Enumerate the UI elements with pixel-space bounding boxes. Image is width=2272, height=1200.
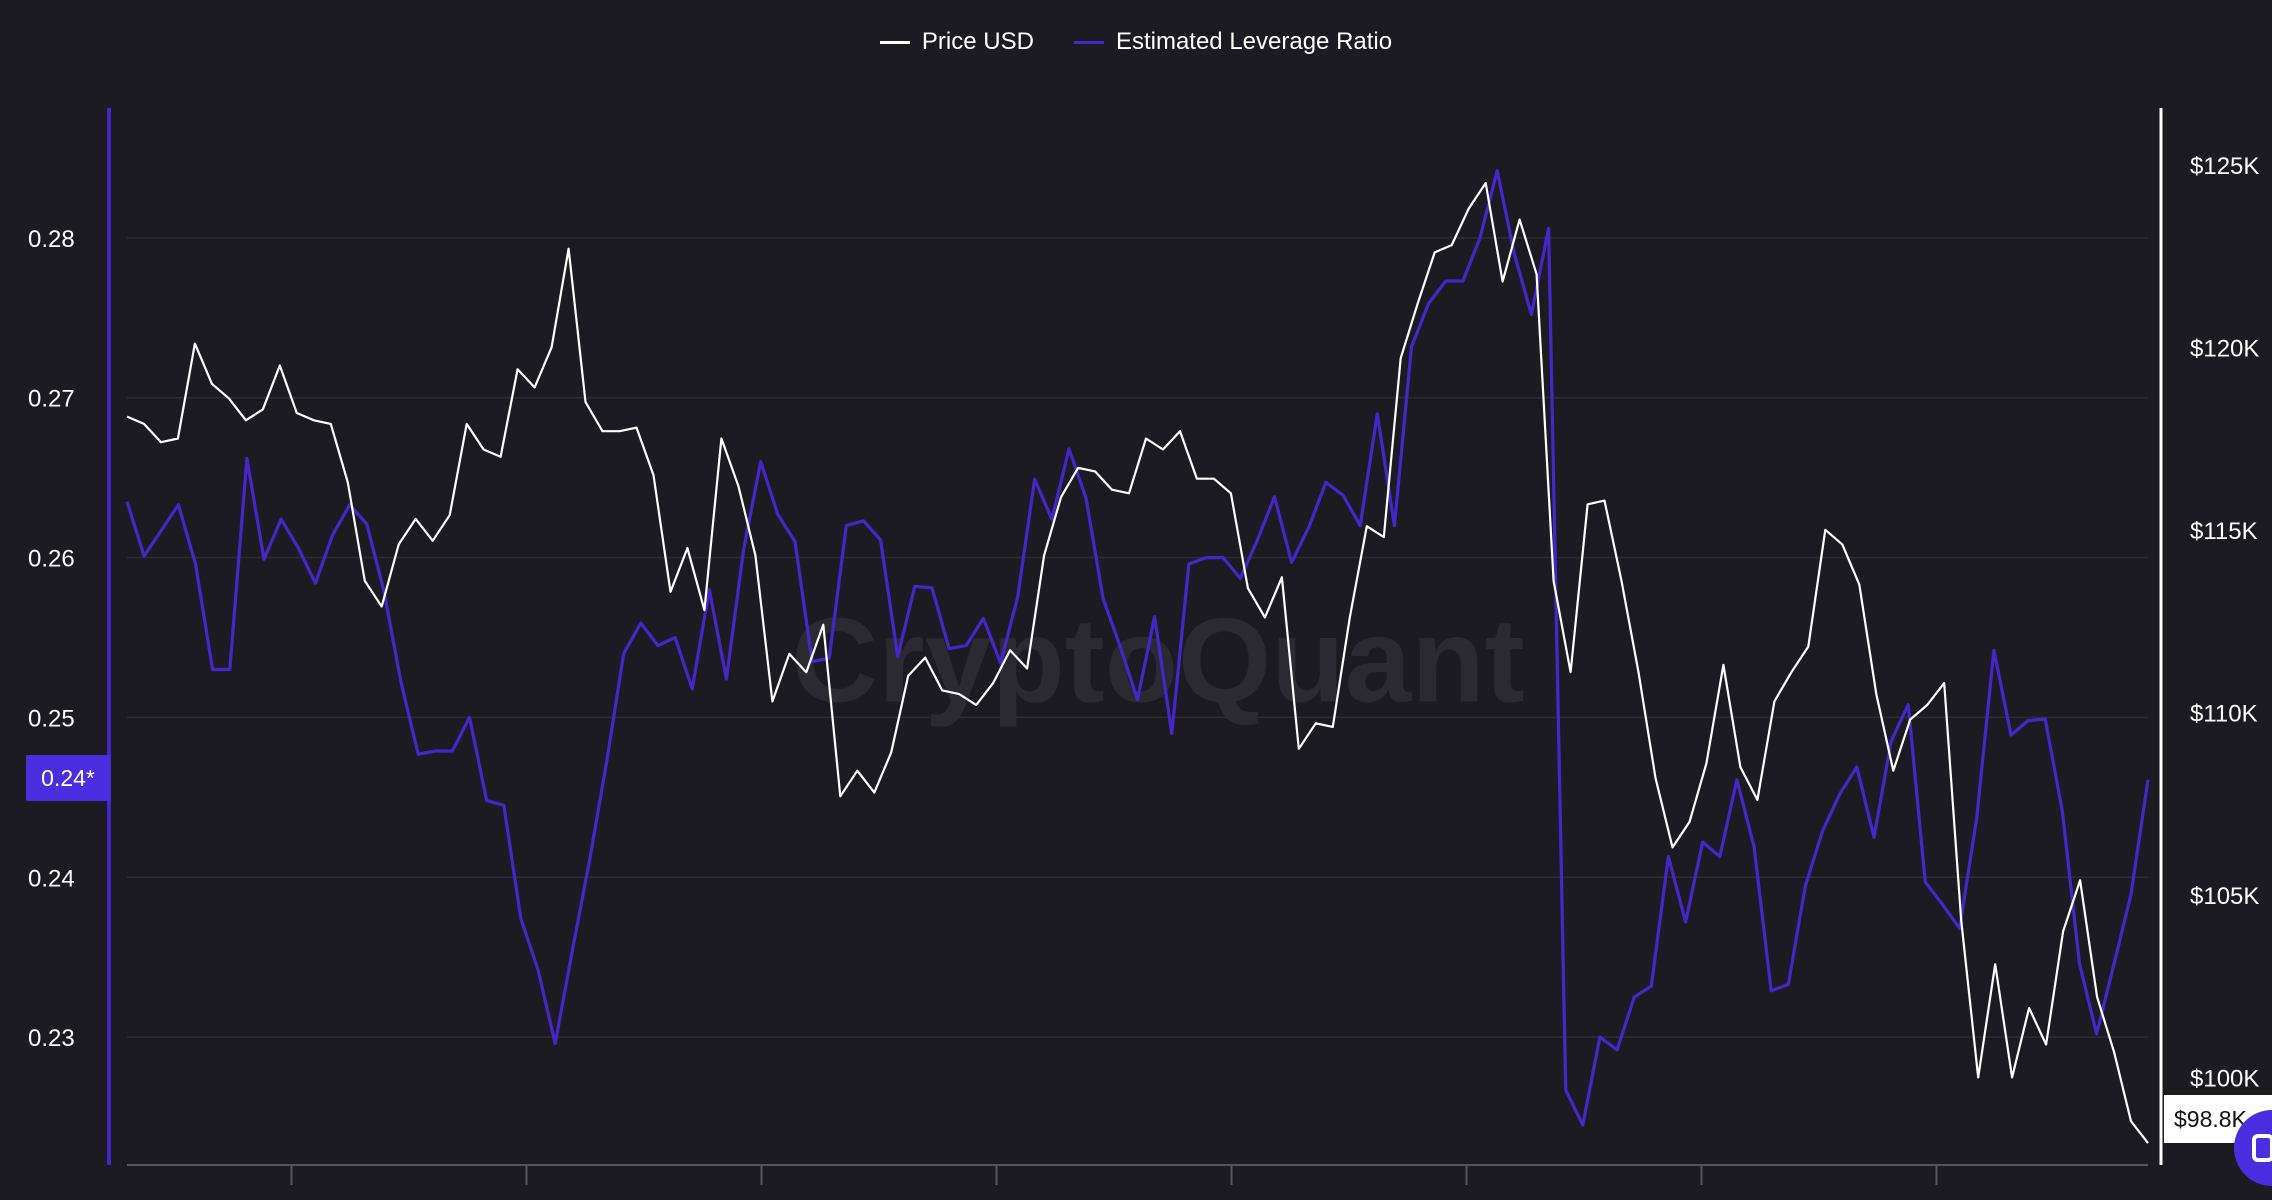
legend-item-price[interactable]: Price USD	[879, 28, 1034, 56]
chat-icon	[2252, 1134, 2272, 1162]
x-axis-ticks	[290, 1165, 1938, 1185]
leverage-line-swatch-icon	[1073, 40, 1104, 44]
right-axis-tick-label: $110K	[2190, 700, 2258, 727]
right-axis-tick-label: $120K	[2190, 335, 2259, 362]
right-axis-tick-labels: $100K $105K $110K $115K $120K $125K	[2190, 153, 2259, 1093]
right-axis-tick-label: $100K	[2190, 1065, 2259, 1092]
legend-leverage-label: Estimated Leverage Ratio	[1115, 28, 1393, 55]
left-axis-tick-label: 0.26	[28, 546, 75, 573]
right-axis-tick-label: $105K	[2190, 883, 2259, 910]
left-axis-tick-label: 0.28	[28, 226, 75, 253]
legend-item-leverage[interactable]: Estimated Leverage Ratio	[1073, 28, 1393, 56]
legend-price-label: Price USD	[921, 28, 1034, 55]
left-axis-tick-labels: 0.23 0.24 0.25 0.26 0.27 0.28	[28, 226, 75, 1052]
left-axis-tick-label: 0.23	[28, 1025, 75, 1052]
left-axis-tick-label: 0.25	[28, 705, 75, 732]
left-axis-tick-label: 0.24	[28, 865, 75, 892]
leverage-series-line	[125, 169, 2150, 1127]
gridlines	[127, 237, 2148, 1038]
right-axis-tick-label: $115K	[2190, 518, 2258, 545]
leverage-current-value-badge: 0.24*	[26, 755, 110, 801]
right-axis-tick-label: $125K	[2190, 153, 2259, 180]
series-lines	[125, 169, 2150, 1144]
axes	[107, 108, 2163, 1166]
legend: Price USD Estimated Leverage Ratio	[0, 28, 2272, 56]
left-axis-tick-label: 0.27	[28, 386, 75, 413]
price-line-swatch-icon	[879, 40, 910, 44]
watermark-text: CryptoQuant	[791, 594, 1524, 728]
price-series-line	[126, 181, 2149, 1144]
